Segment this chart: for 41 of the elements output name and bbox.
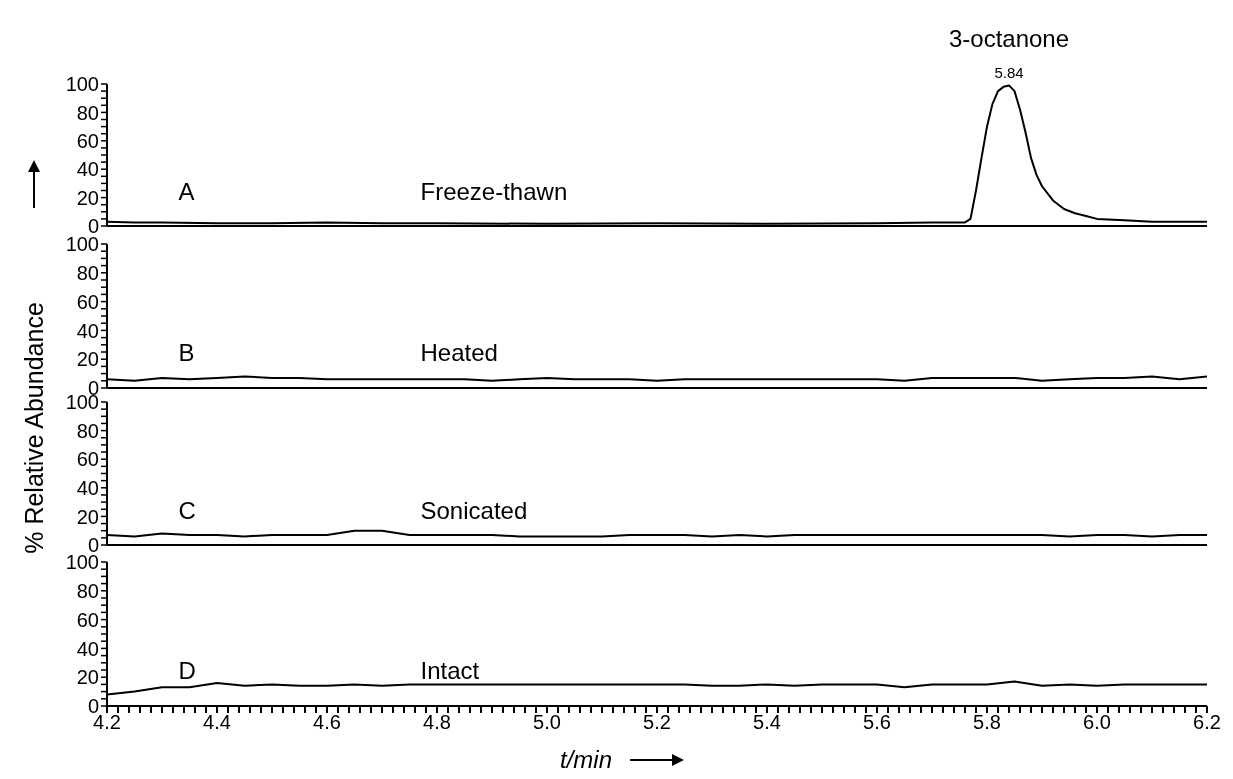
x-tick-label: 4.6 (313, 711, 341, 734)
x-tick-label: 4.8 (423, 711, 451, 734)
x-tick-label: 6.2 (1193, 711, 1221, 734)
y-tick-label: 0 (87, 695, 99, 718)
x-tick-label: 5.4 (753, 711, 781, 734)
annotation: Intact (420, 657, 480, 686)
y-tick-label: 80 (76, 261, 99, 284)
y-tick-label: 20 (76, 666, 99, 689)
annotation: Sonicated (420, 496, 528, 525)
y-tick-label: 40 (76, 319, 99, 342)
y-tick-label: 60 (76, 608, 99, 631)
y-tick-label: 40 (76, 158, 99, 181)
y-tick-label: 80 (76, 579, 99, 602)
y-tick-label: 60 (76, 290, 99, 313)
y-tick-label: 60 (76, 129, 99, 152)
y-tick-label: 20 (76, 505, 99, 528)
y-tick-label: 80 (76, 419, 99, 442)
y-tick-label: 20 (76, 186, 99, 209)
annotation: A (178, 177, 195, 206)
y-tick-label: 40 (76, 637, 99, 660)
y-tick-label: 60 (76, 448, 99, 471)
y-tick-label: 80 (76, 101, 99, 124)
x-axis-title: t/min (560, 746, 613, 773)
y-tick-label: 20 (76, 348, 99, 371)
x-tick-label: 5.6 (863, 711, 891, 734)
x-tick-label: 4.4 (203, 711, 231, 734)
annotation: B (178, 339, 195, 368)
y-tick-label: 100 (65, 73, 99, 96)
x-tick-label: 5.2 (643, 711, 671, 734)
x-tick-label: 6.0 (1083, 711, 1111, 734)
annotation: D (178, 657, 196, 686)
annotation: C (178, 496, 196, 525)
y-axis-title: % Relative Abundance (19, 302, 49, 554)
annotation: 3-octanone (948, 25, 1070, 54)
y-tick-label: 100 (65, 551, 99, 574)
x-tick-label: 5.0 (533, 711, 561, 734)
x-tick-label: 5.8 (973, 711, 1001, 734)
annotation: Heated (420, 339, 498, 368)
annotation: 5.84 (994, 63, 1024, 83)
y-tick-label: 40 (76, 476, 99, 499)
annotation: Freeze-thawn (420, 177, 568, 206)
